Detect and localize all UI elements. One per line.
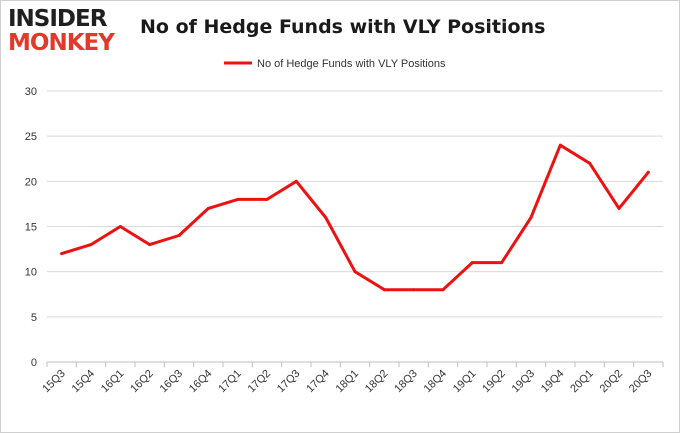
insider-monkey-logo: INSIDER MONKEY — [8, 6, 128, 58]
y-tick-label: 0 — [31, 357, 37, 369]
data-point-18Q1 — [353, 270, 357, 274]
legend-label: No of Hedge Funds with VLY Positions — [257, 58, 446, 70]
x-tick-label: 18Q2 — [363, 368, 391, 396]
data-point-19Q2 — [500, 261, 504, 265]
x-tick-label: 16Q4 — [187, 368, 215, 396]
y-tick-label: 5 — [31, 312, 37, 324]
x-tick-label: 15Q4 — [70, 368, 98, 396]
chart-title: No of Hedge Funds with VLY Positions — [140, 16, 546, 38]
series-line-vly — [60, 143, 650, 292]
data-point-18Q4 — [441, 288, 445, 292]
x-tick-label: 19Q4 — [539, 368, 567, 396]
data-point-17Q2 — [265, 197, 269, 201]
x-tick-label: 19Q2 — [480, 368, 508, 396]
data-point-16Q2 — [148, 243, 152, 247]
data-point-20Q1 — [588, 161, 592, 165]
x-tick-label: 18Q4 — [422, 368, 450, 396]
x-tick-label: 17Q4 — [304, 368, 332, 396]
logo-line-2: MONKEY — [8, 30, 115, 56]
data-point-17Q4 — [324, 215, 328, 219]
x-tick-label: 19Q1 — [451, 368, 479, 396]
data-point-19Q4 — [558, 143, 562, 147]
data-point-20Q3 — [646, 170, 650, 174]
logo-line-1: INSIDER — [8, 6, 107, 32]
data-point-15Q3 — [60, 252, 64, 256]
y-tick-label: 25 — [25, 131, 37, 143]
data-point-18Q2 — [382, 288, 386, 292]
x-tick-label: 18Q3 — [392, 368, 420, 396]
data-point-17Q1 — [236, 197, 240, 201]
y-tick-label: 15 — [25, 222, 37, 234]
x-tick-label: 16Q3 — [158, 368, 186, 396]
data-point-16Q3 — [177, 234, 181, 238]
x-tick-label: 18Q1 — [334, 368, 362, 396]
data-point-16Q4 — [206, 206, 210, 210]
y-tick-label: 10 — [25, 267, 37, 279]
x-tick-label: 20Q3 — [627, 368, 655, 396]
data-point-20Q2 — [617, 206, 621, 210]
x-tick-label: 16Q2 — [128, 368, 156, 396]
data-point-17Q3 — [294, 179, 298, 183]
y-tick-label: 30 — [25, 86, 37, 98]
x-tick-label: 20Q1 — [568, 368, 596, 396]
x-tick-label: 19Q3 — [510, 368, 538, 396]
x-tick-label: 17Q3 — [275, 368, 303, 396]
x-tick-label: 17Q1 — [216, 368, 244, 396]
x-tick-label: 15Q3 — [40, 368, 68, 396]
data-point-15Q4 — [89, 243, 93, 247]
y-tick-label: 20 — [25, 176, 37, 188]
data-point-16Q1 — [118, 225, 122, 228]
data-point-19Q1 — [470, 261, 474, 265]
x-tick-label: 20Q2 — [598, 368, 626, 396]
x-tick-label: 16Q1 — [99, 368, 127, 396]
x-tick-label: 17Q2 — [246, 368, 274, 396]
data-point-18Q3 — [412, 288, 416, 292]
data-point-19Q3 — [529, 215, 533, 219]
